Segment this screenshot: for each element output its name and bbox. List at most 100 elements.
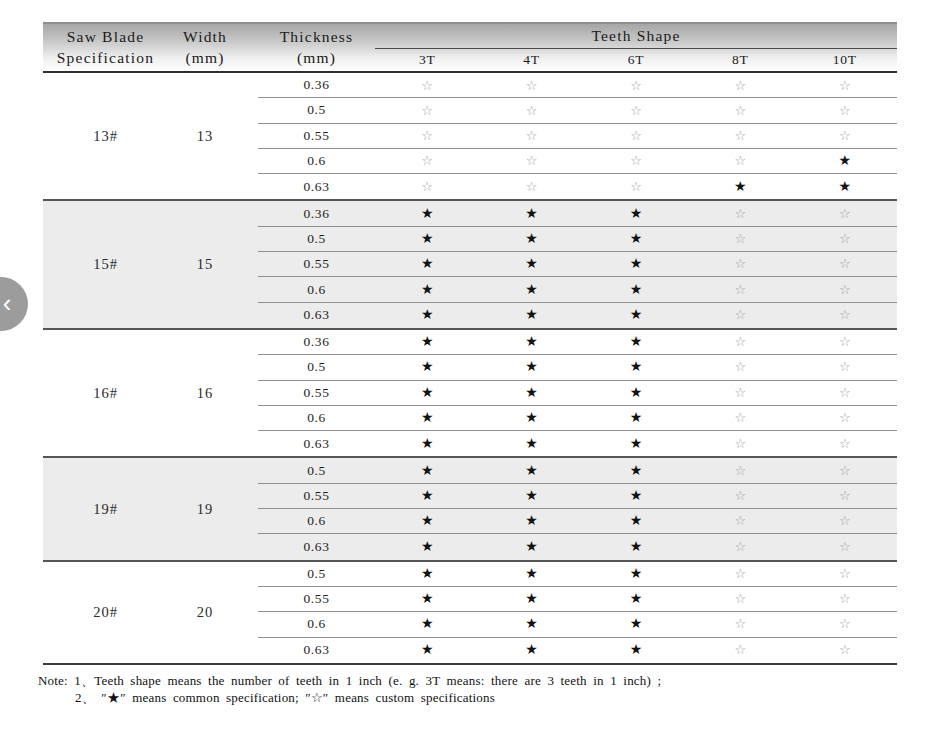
custom-star-icon: ☆ (688, 592, 792, 606)
carousel-previous-button[interactable]: ‹ (0, 277, 28, 331)
common-star-icon: ★ (375, 335, 479, 349)
common-star-icon: ★ (375, 437, 479, 451)
common-star-icon: ★ (375, 411, 479, 425)
common-star-icon: ★ (584, 411, 688, 425)
custom-star-icon: ☆ (479, 154, 583, 168)
custom-star-icon: ☆ (793, 592, 897, 606)
thickness-cell: 0.6 (258, 153, 375, 169)
star-cells: ★★★☆☆ (375, 308, 897, 322)
custom-star-icon: ☆ (793, 129, 897, 142)
column-header-saw-blade-specification: Saw Blade Specification (43, 24, 168, 71)
table-row: 0.63 ★★★☆☆ (258, 431, 897, 456)
common-star-icon: ★ (375, 567, 479, 581)
star-cells: ★★★☆☆ (375, 489, 897, 503)
thickness-cell: 0.63 (258, 539, 375, 555)
custom-star-icon: ☆ (688, 129, 792, 142)
thickness-cell: 0.6 (258, 410, 375, 426)
teeth-shape-subcolumns: 3T 4T 6T 8T 10T (375, 49, 897, 71)
thickness-cell: 0.5 (258, 566, 375, 582)
custom-star-icon: ☆ (793, 643, 897, 657)
common-star-icon: ★ (793, 154, 897, 168)
star-cells: ★★★☆☆ (375, 283, 897, 297)
header-gap (242, 24, 258, 71)
custom-star-icon: ☆ (688, 464, 792, 478)
width-cell: 13 (168, 73, 242, 199)
common-star-icon: ★ (688, 180, 792, 194)
common-star-icon: ★ (479, 514, 583, 528)
header-thickness-line2: (mm) (258, 48, 375, 68)
thickness-cell: 0.55 (258, 385, 375, 401)
common-star-icon: ★ (479, 643, 583, 657)
common-star-icon: ★ (584, 257, 688, 271)
common-star-icon: ★ (479, 464, 583, 478)
common-star-icon: ★ (584, 567, 688, 581)
column-header-8t: 8T (688, 52, 792, 68)
common-star-icon: ★ (375, 232, 479, 246)
table-row: 0.63 ★★★☆☆ (258, 638, 897, 663)
common-star-icon: ★ (479, 437, 583, 451)
custom-star-icon: ☆ (479, 79, 583, 92)
common-star-icon: ★ (584, 386, 688, 400)
note-line-2: 2、 ″★″ means common specification; ″☆″ m… (38, 689, 904, 706)
custom-star-icon: ☆ (479, 180, 583, 194)
thickness-cell: 0.6 (258, 616, 375, 632)
common-star-icon: ★ (479, 489, 583, 503)
custom-star-icon: ☆ (584, 154, 688, 168)
saw-blade-spec-table: Saw Blade Specification Width (mm) Thick… (43, 22, 897, 665)
custom-star-icon: ☆ (688, 257, 792, 271)
table-body: 13# 13 0.36 ☆☆☆☆☆ 0.5 ☆☆☆☆☆ 0.55 ☆☆☆☆☆ 0… (43, 73, 897, 665)
table-row: 0.5 ★★★☆☆ (258, 562, 897, 587)
custom-star-icon: ☆ (375, 154, 479, 168)
group-rows: 0.36 ☆☆☆☆☆ 0.5 ☆☆☆☆☆ 0.55 ☆☆☆☆☆ 0.6 ☆☆☆☆… (258, 73, 897, 199)
star-cells: ★★★☆☆ (375, 643, 897, 657)
column-header-teeth-shape: Teeth Shape 3T 4T 6T 8T 10T (375, 24, 897, 71)
common-star-icon: ★ (375, 283, 479, 297)
spec-group: 16# 16 0.36 ★★★☆☆ 0.5 ★★★☆☆ 0.55 ★★★☆☆ 0… (43, 328, 897, 456)
table-row: 0.63 ★★★☆☆ (258, 303, 897, 328)
custom-star-icon: ☆ (688, 207, 792, 221)
thickness-cell: 0.36 (258, 206, 375, 222)
column-header-3t: 3T (375, 52, 479, 68)
common-star-icon: ★ (584, 207, 688, 221)
header-width-line2: (mm) (168, 48, 242, 68)
custom-star-icon: ☆ (688, 567, 792, 581)
custom-star-icon: ☆ (793, 464, 897, 478)
table-row: 0.55 ☆☆☆☆☆ (258, 124, 897, 149)
table-row: 0.55 ★★★☆☆ (258, 252, 897, 277)
star-cells: ★★★☆☆ (375, 617, 897, 631)
custom-star-icon: ☆ (375, 79, 479, 92)
thickness-cell: 0.6 (258, 513, 375, 529)
common-star-icon: ★ (479, 567, 583, 581)
custom-star-icon: ☆ (479, 104, 583, 117)
thickness-cell: 0.5 (258, 359, 375, 375)
thickness-cell: 0.55 (258, 488, 375, 504)
spec-cell: 16# (43, 330, 168, 456)
chevron-left-icon: ‹ (3, 290, 12, 316)
custom-star-icon: ☆ (375, 104, 479, 117)
custom-star-icon: ☆ (688, 386, 792, 400)
common-star-icon: ★ (479, 207, 583, 221)
custom-star-icon: ☆ (793, 567, 897, 581)
custom-star-icon: ☆ (584, 180, 688, 194)
common-star-icon: ★ (375, 308, 479, 322)
thickness-cell: 0.5 (258, 463, 375, 479)
custom-star-icon: ☆ (793, 232, 897, 246)
common-star-icon: ★ (479, 617, 583, 631)
teeth-shape-title: Teeth Shape (375, 24, 897, 49)
custom-star-icon: ☆ (688, 411, 792, 425)
common-star-icon: ★ (584, 489, 688, 503)
star-cells: ★★★☆☆ (375, 232, 897, 246)
note-line-1: Note: 1、Teeth shape means the number of … (38, 672, 904, 689)
custom-star-icon: ☆ (688, 308, 792, 322)
custom-star-icon: ☆ (793, 489, 897, 503)
star-cells: ★★★☆☆ (375, 257, 897, 271)
star-cells: ★★★☆☆ (375, 514, 897, 528)
custom-star-icon: ☆ (793, 308, 897, 322)
table-row: 0.63 ★★★☆☆ (258, 534, 897, 559)
custom-star-icon: ☆ (793, 386, 897, 400)
group-rows: 0.36 ★★★☆☆ 0.5 ★★★☆☆ 0.55 ★★★☆☆ 0.6 ★★★☆… (258, 201, 897, 327)
thickness-cell: 0.63 (258, 179, 375, 195)
column-header-width: Width (mm) (168, 24, 242, 71)
common-star-icon: ★ (584, 540, 688, 554)
table-row: 0.55 ★★★☆☆ (258, 484, 897, 509)
